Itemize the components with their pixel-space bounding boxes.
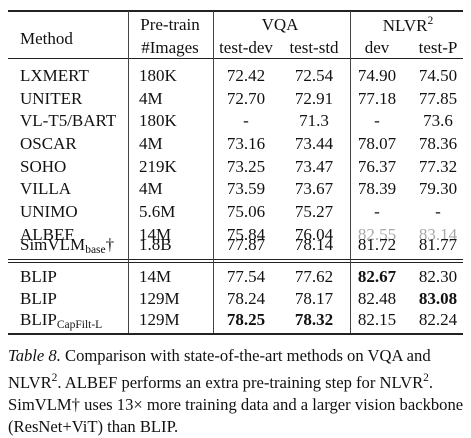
- column-separator: [213, 11, 214, 333]
- row-vqa-std: 73.44: [294, 134, 334, 153]
- row-nlvr-dev: 82.55: [357, 225, 397, 244]
- header-images: #Images: [141, 38, 199, 57]
- row-nlvr-test-p: 78.36: [418, 134, 458, 153]
- row-nlvr-dev: 82.67: [357, 267, 397, 286]
- header-method: Method: [20, 29, 73, 48]
- row-vqa-dev: 73.25: [226, 157, 266, 176]
- row-method: ALBEF: [20, 225, 74, 244]
- row-method: SimVLMbase†: [20, 235, 115, 256]
- row-method: UNITER: [20, 89, 83, 108]
- row-vqa-dev: 73.16: [226, 134, 266, 153]
- row-vqa-std: 71.3: [299, 111, 329, 130]
- row-method: UNIMO: [20, 202, 78, 221]
- row-nlvr-test-p: 82.24: [418, 310, 458, 329]
- header-bottom-rule: [8, 58, 463, 59]
- row-nlvr-test-p: 82.30: [418, 267, 458, 286]
- row-nlvr-dev: -: [374, 111, 380, 130]
- header-nlvr: NLVR2: [382, 15, 434, 35]
- row-images: 5.6M: [139, 202, 176, 221]
- table-caption: Table 8. Comparison with state-of-the-ar…: [8, 346, 464, 436]
- table-top-rule: [8, 10, 463, 12]
- row-images: 4M: [139, 89, 163, 108]
- row-nlvr-dev: 82.48: [357, 289, 397, 308]
- row-nlvr-test-p: 83.14: [418, 225, 458, 244]
- header-pretrain: Pre-train: [140, 15, 200, 34]
- row-images: 219K: [139, 157, 177, 176]
- row-nlvr-dev: 82.15: [357, 310, 397, 329]
- row-vqa-std: 73.47: [294, 157, 334, 176]
- row-nlvr-dev: -: [374, 202, 380, 221]
- row-images: 180K: [139, 66, 177, 85]
- row-nlvr-dev: 78.39: [357, 179, 397, 198]
- row-vqa-dev: 77.54: [226, 267, 266, 286]
- row-vqa-dev: 78.25: [226, 310, 266, 329]
- row-images: 4M: [139, 134, 163, 153]
- row-nlvr-dev: 81.72: [357, 235, 397, 254]
- row-nlvr-test-p: 83.08: [418, 289, 458, 308]
- row-nlvr-dev: 76.37: [357, 157, 397, 176]
- row-images: 1.8B: [139, 235, 172, 254]
- row-vqa-std: 72.91: [294, 89, 334, 108]
- row-vqa-std: 78.17: [294, 289, 334, 308]
- column-separator: [128, 11, 129, 333]
- row-method: BLIP: [20, 289, 57, 308]
- row-nlvr-dev: 77.18: [357, 89, 397, 108]
- row-vqa-dev: 72.70: [226, 89, 266, 108]
- caption-label: Table 8.: [8, 346, 61, 365]
- row-images: 14M: [139, 225, 172, 244]
- row-images: 129M: [139, 310, 180, 329]
- table-bottom-rule: [8, 333, 463, 335]
- header-vqa-test-std: test-std: [289, 38, 339, 57]
- row-nlvr-test-p: -: [435, 202, 441, 221]
- header-vqa-test-dev: test-dev: [219, 38, 273, 57]
- row-nlvr-dev: 78.07: [357, 134, 397, 153]
- row-method: VL-T5/BART: [20, 111, 117, 130]
- group-separator-rule-2: [8, 262, 463, 263]
- row-nlvr-test-p: 79.30: [418, 179, 458, 198]
- row-method: LXMERT: [20, 66, 89, 85]
- row-vqa-dev: 75.84: [226, 225, 266, 244]
- row-images: 4M: [139, 179, 163, 198]
- row-method: SOHO: [20, 157, 67, 176]
- row-nlvr-test-p: 73.6: [423, 111, 453, 130]
- group-separator-rule: [8, 259, 463, 260]
- row-vqa-std: 73.67: [294, 179, 334, 198]
- row-vqa-std: 77.62: [294, 267, 334, 286]
- row-method: OSCAR: [20, 134, 77, 153]
- row-images: 180K: [139, 111, 177, 130]
- row-method: BLIP: [20, 267, 57, 286]
- row-method: BLIPCapFilt-L: [20, 310, 103, 331]
- header-nlvr-dev: dev: [364, 38, 390, 57]
- column-separator: [350, 11, 351, 333]
- header-vqa: VQA: [261, 15, 299, 34]
- row-vqa-std: 78.14: [294, 235, 334, 254]
- row-vqa-dev: 75.06: [226, 202, 266, 221]
- row-vqa-dev: 77.87: [226, 235, 266, 254]
- row-vqa-dev: -: [243, 111, 249, 130]
- row-vqa-dev: 78.24: [226, 289, 266, 308]
- row-vqa-std: 75.27: [294, 202, 334, 221]
- row-vqa-dev: 73.59: [226, 179, 266, 198]
- row-nlvr-dev: 74.90: [357, 66, 397, 85]
- row-vqa-dev: 72.42: [226, 66, 266, 85]
- row-method: VILLA: [20, 179, 71, 198]
- row-nlvr-test-p: 77.85: [418, 89, 458, 108]
- row-images: 129M: [139, 289, 180, 308]
- row-images: 14M: [139, 267, 172, 286]
- row-vqa-std: 72.54: [294, 66, 334, 85]
- header-nlvr-test-p: test-P: [418, 38, 458, 57]
- row-nlvr-test-p: 74.50: [418, 66, 458, 85]
- row-vqa-std: 76.04: [294, 225, 334, 244]
- row-nlvr-test-p: 81.77: [418, 235, 458, 254]
- row-nlvr-test-p: 77.32: [418, 157, 458, 176]
- row-vqa-std: 78.32: [294, 310, 334, 329]
